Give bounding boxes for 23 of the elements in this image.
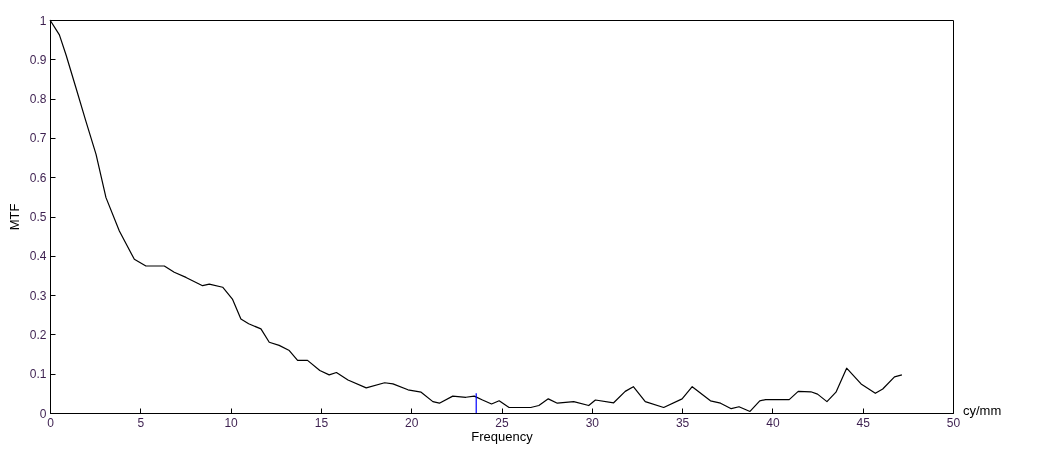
- y-tick-label: 0.8: [29, 92, 47, 107]
- x-tick-label: 30: [585, 415, 600, 430]
- y-tick-label: 0.3: [29, 288, 47, 303]
- x-tick-label: 15: [314, 415, 329, 430]
- x-tick-label: 20: [405, 415, 419, 430]
- y-tick-label: 1: [39, 13, 47, 28]
- y-tick-label: 0.4: [29, 249, 47, 264]
- y-tick-label: 0.2: [29, 327, 47, 342]
- text: cy/mm: [963, 403, 1002, 418]
- x-axis-title: Frequency: [471, 428, 534, 444]
- x-tick-label: 35: [675, 415, 690, 430]
- y-axis-title: MTF: [6, 203, 22, 231]
- y-tick-label: 0.5: [29, 210, 47, 224]
- x-tick-label: 45: [856, 415, 871, 430]
- y-tick-label: 0.1: [29, 367, 47, 382]
- y-tick-label: 0.9: [29, 52, 47, 67]
- x-tick-label: 40: [766, 415, 780, 430]
- y-tick-label: 0.7: [29, 131, 47, 146]
- x-tick-label: 25: [495, 415, 509, 430]
- y-tick-label: 0.6: [29, 170, 47, 185]
- x-tick-label: 10: [224, 415, 239, 430]
- x-tick-label: 5: [137, 415, 145, 430]
- x-tick-label: 50: [946, 415, 961, 430]
